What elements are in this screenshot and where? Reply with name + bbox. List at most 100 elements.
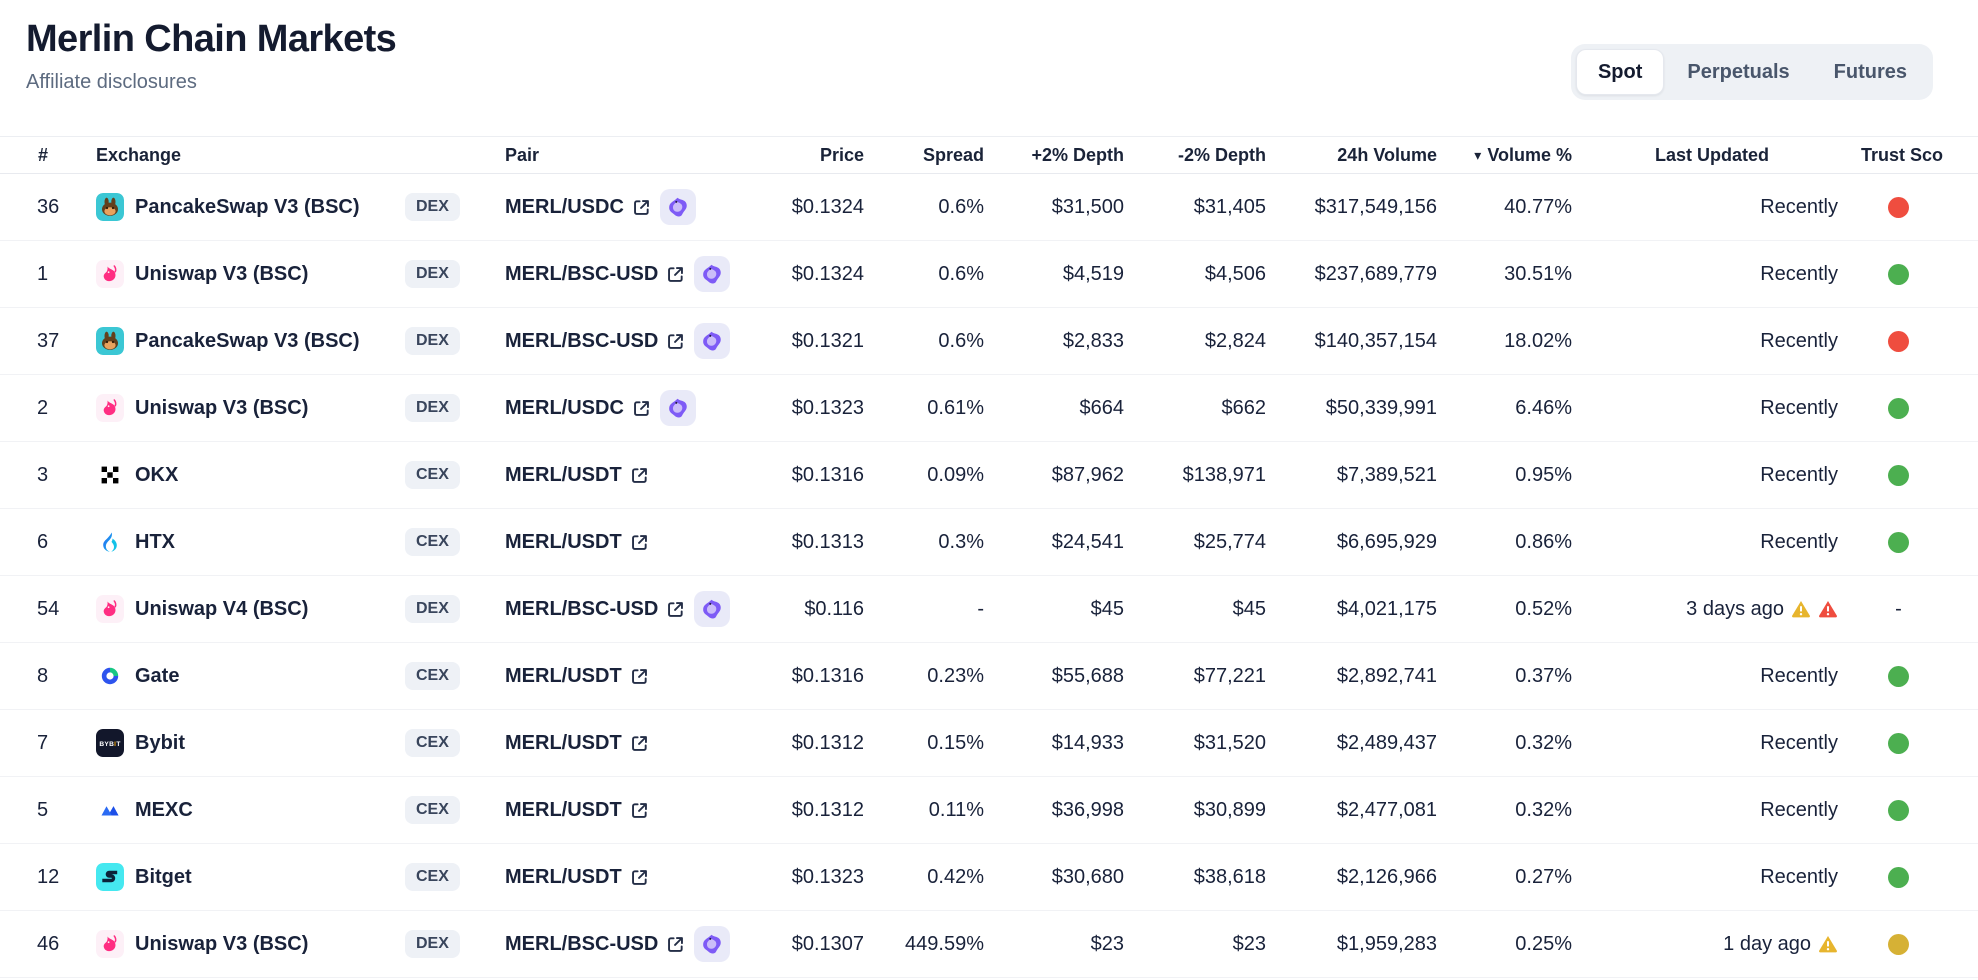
spread-value: 0.23% bbox=[927, 664, 984, 687]
spread-value: 0.42% bbox=[927, 865, 984, 888]
trust-score-cell bbox=[1843, 732, 1978, 754]
last-updated-value: Recently bbox=[1760, 798, 1838, 821]
depth-minus-value: $31,405 bbox=[1193, 195, 1266, 218]
exchange-logo-icon bbox=[96, 193, 124, 221]
trust-score-cell bbox=[1843, 263, 1978, 285]
volume-value: $7,389,521 bbox=[1336, 463, 1437, 486]
column-header-trust-score[interactable]: Trust Sco bbox=[1861, 144, 1944, 165]
exchange-name-link[interactable]: OKX bbox=[135, 463, 179, 486]
affiliate-disclosures-link[interactable]: Affiliate disclosures bbox=[26, 71, 197, 93]
column-header-last-updated[interactable]: Last Updated bbox=[1654, 144, 1769, 165]
table-row: 3 OKX CEX MERL/USDT $0.1316 0.09% $87,96… bbox=[0, 442, 1978, 509]
pair-link[interactable]: MERL/USDT bbox=[505, 665, 649, 688]
table-row: 5 MEXC CEX MERL/USDT $0.1312 0.11% $36,9… bbox=[0, 777, 1978, 844]
yellow-warning-icon bbox=[1791, 599, 1811, 619]
pair-link[interactable]: MERL/BSC-USD bbox=[505, 598, 685, 621]
column-header-rank[interactable]: # bbox=[38, 144, 49, 165]
pair-cell: MERL/USDT bbox=[505, 531, 785, 554]
column-header-depth-plus[interactable]: +2% Depth bbox=[1031, 144, 1124, 165]
external-link-icon bbox=[666, 600, 685, 619]
depth-minus-value: $4,506 bbox=[1204, 262, 1266, 285]
merlin-chain-icon bbox=[659, 189, 696, 225]
price-value: $0.1323 bbox=[791, 865, 864, 888]
column-header-volume-pct[interactable]: ▾ Volume % bbox=[1443, 145, 1578, 166]
volume-value: $317,549,156 bbox=[1314, 195, 1437, 218]
price-value: $0.1321 bbox=[791, 329, 864, 352]
last-updated-value: Recently bbox=[1760, 262, 1838, 285]
tab-spot[interactable]: Spot bbox=[1575, 49, 1665, 95]
last-updated-cell: Recently bbox=[1578, 263, 1843, 286]
pair-link[interactable]: MERL/USDT bbox=[505, 464, 649, 487]
volume-pct-value: 18.02% bbox=[1504, 329, 1572, 352]
exchange-type-badge: DEX bbox=[405, 193, 460, 221]
pair-label: MERL/BSC-USD bbox=[505, 262, 659, 285]
trust-score-cell bbox=[1843, 397, 1978, 419]
depth-minus-value: $138,971 bbox=[1182, 463, 1266, 486]
svg-text:BYBIT: BYBIT bbox=[99, 741, 120, 748]
column-header-pair[interactable]: Pair bbox=[505, 144, 540, 165]
pair-link[interactable]: MERL/BSC-USD bbox=[505, 330, 685, 353]
exchange-logo-icon bbox=[96, 528, 124, 556]
pair-link[interactable]: MERL/USDT bbox=[505, 531, 649, 554]
pair-link[interactable]: MERL/USDT bbox=[505, 732, 649, 755]
volume-value: $2,892,741 bbox=[1336, 664, 1437, 687]
exchange-type-badge: CEX bbox=[405, 729, 460, 757]
exchange-name-link[interactable]: PancakeSwap V3 (BSC) bbox=[135, 329, 360, 352]
pair-link[interactable]: MERL/BSC-USD bbox=[505, 933, 685, 956]
pair-label: MERL/BSC-USD bbox=[505, 329, 659, 352]
external-link-icon bbox=[632, 198, 651, 217]
column-header-depth-minus[interactable]: -2% Depth bbox=[1177, 144, 1266, 165]
volume-pct-value: 30.51% bbox=[1504, 262, 1572, 285]
exchange-type-cell: DEX bbox=[405, 193, 505, 221]
depth-minus-value: $38,618 bbox=[1193, 865, 1266, 888]
pair-link[interactable]: MERL/USDT bbox=[505, 866, 649, 889]
volume-pct-value: 0.52% bbox=[1515, 597, 1572, 620]
exchange-name-link[interactable]: Bybit bbox=[135, 731, 185, 754]
exchange-cell: Uniswap V3 (BSC) bbox=[75, 930, 405, 958]
trust-score-cell bbox=[1843, 330, 1978, 352]
pair-label: MERL/USDC bbox=[505, 195, 624, 218]
depth-plus-value: $2,833 bbox=[1062, 329, 1124, 352]
exchange-logo-icon bbox=[96, 394, 124, 422]
exchange-type-badge: CEX bbox=[405, 796, 460, 824]
exchange-name-link[interactable]: Uniswap V3 (BSC) bbox=[135, 396, 309, 419]
rank-value: 37 bbox=[37, 329, 60, 352]
pair-link[interactable]: MERL/USDT bbox=[505, 799, 649, 822]
volume-value: $50,339,991 bbox=[1325, 396, 1437, 419]
volume-value: $2,477,081 bbox=[1336, 798, 1437, 821]
merlin-chain-icon bbox=[694, 926, 731, 962]
column-header-price[interactable]: Price bbox=[819, 144, 864, 165]
exchange-type-cell: CEX bbox=[405, 729, 505, 757]
tab-perpetuals[interactable]: Perpetuals bbox=[1687, 60, 1790, 83]
exchange-name-link[interactable]: PancakeSwap V3 (BSC) bbox=[135, 195, 360, 218]
pair-link[interactable]: MERL/BSC-USD bbox=[505, 263, 685, 286]
exchange-logo-icon bbox=[96, 796, 124, 824]
depth-minus-value: $23 bbox=[1232, 932, 1266, 955]
trust-score-cell bbox=[1843, 933, 1978, 955]
spread-value: 0.11% bbox=[928, 798, 984, 821]
exchange-name-link[interactable]: HTX bbox=[135, 530, 175, 553]
exchange-name-link[interactable]: Uniswap V3 (BSC) bbox=[135, 262, 309, 285]
exchange-name-link[interactable]: Bitget bbox=[135, 865, 192, 888]
exchange-name-link[interactable]: Uniswap V4 (BSC) bbox=[135, 597, 309, 620]
depth-plus-value: $14,933 bbox=[1051, 731, 1124, 754]
depth-minus-value: $662 bbox=[1221, 396, 1267, 419]
rank-value: 8 bbox=[37, 664, 49, 687]
rank-value: 2 bbox=[37, 396, 49, 419]
column-header-exchange[interactable]: Exchange bbox=[96, 144, 182, 165]
table-row: 36 PancakeSwap V3 (BSC) DEX MERL/USDC $0… bbox=[0, 174, 1978, 241]
column-header-spread[interactable]: Spread bbox=[922, 144, 984, 165]
exchange-type-cell: DEX bbox=[405, 260, 505, 288]
exchange-name-link[interactable]: MEXC bbox=[135, 798, 193, 821]
pair-cell: MERL/USDC bbox=[505, 189, 785, 225]
pair-link[interactable]: MERL/USDC bbox=[505, 397, 651, 420]
exchange-name-link[interactable]: Gate bbox=[135, 664, 180, 687]
pair-link[interactable]: MERL/USDC bbox=[505, 196, 651, 219]
table-row: 54 Uniswap V4 (BSC) DEX MERL/BSC-USD $0.… bbox=[0, 576, 1978, 643]
page-header: Merlin Chain Markets Affiliate disclosur… bbox=[26, 18, 397, 94]
column-header-volume[interactable]: 24h Volume bbox=[1337, 144, 1437, 165]
rank-value: 36 bbox=[37, 195, 60, 218]
exchange-name-link[interactable]: Uniswap V3 (BSC) bbox=[135, 932, 309, 955]
tab-futures[interactable]: Futures bbox=[1833, 60, 1907, 83]
rank-value: 12 bbox=[37, 865, 60, 888]
